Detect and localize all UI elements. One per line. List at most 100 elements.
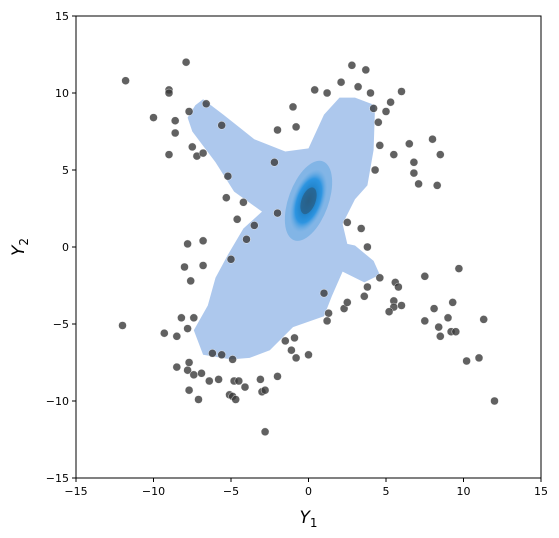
scatter-point [363, 242, 372, 252]
scatter-point [231, 395, 240, 404]
y-tick-label: −10 [46, 395, 69, 408]
scatter-point [394, 282, 403, 292]
scatter-point [319, 289, 329, 298]
scatter-point [160, 329, 169, 338]
scatter-point [443, 313, 453, 322]
x-tick-label: −10 [142, 485, 165, 498]
scatter-point [389, 150, 398, 159]
scatter-point [304, 350, 313, 359]
scatter-point [188, 142, 197, 152]
scatter-point [184, 386, 194, 395]
y-axis-title-main: Y [9, 244, 29, 256]
scatter-point [197, 369, 206, 378]
scatter-point [361, 65, 370, 75]
scatter-point [434, 322, 443, 332]
scatter-point [183, 324, 192, 333]
scatter-point [324, 309, 333, 318]
scatter-point [287, 346, 296, 355]
scatter-point [360, 292, 369, 301]
scatter-point [232, 215, 242, 224]
y-axis: −15 −10 −5 0 5 10 15 [46, 10, 76, 485]
scatter-point [490, 396, 499, 406]
x-axis-title-main: Y [299, 508, 311, 528]
scatter-point [291, 353, 301, 363]
x-axis-title: Y1 [299, 508, 317, 530]
scatter-point [183, 239, 192, 249]
scatter-point [121, 76, 130, 85]
scatter-point [273, 208, 282, 218]
scatter-point [386, 97, 395, 107]
scatter-point [428, 134, 437, 144]
scatter-point [448, 298, 457, 307]
scatter-point [336, 77, 346, 87]
scatter-point [256, 375, 265, 384]
scatter-point [353, 82, 363, 92]
x-tick-label: −15 [64, 485, 87, 498]
scatter-point [149, 113, 158, 122]
scatter-point [281, 336, 290, 346]
scatter-point [397, 87, 406, 96]
scatter-point [381, 107, 391, 116]
scatter-point [214, 375, 223, 384]
scatter-point [189, 313, 199, 322]
scatter-point [343, 298, 352, 307]
scatter-point [164, 88, 174, 98]
scatter-point [347, 61, 357, 70]
scatter-point [374, 118, 383, 127]
scatter-point [363, 282, 372, 292]
scatter-point [181, 58, 191, 67]
x-axis-title-subscript: 1 [310, 516, 318, 530]
scatter-point [414, 179, 423, 189]
scatter-point [260, 427, 270, 436]
scatter-point [357, 224, 366, 233]
density-peak [300, 187, 317, 215]
scatter-point [290, 333, 299, 343]
scatter-point [429, 304, 439, 313]
scatter-point [397, 301, 406, 310]
scatter-point [223, 171, 233, 181]
y-tick-label: −15 [46, 472, 69, 485]
scatter-point [239, 198, 248, 207]
scatter-point [205, 376, 214, 386]
scatter-points [118, 58, 499, 436]
scatter-point [164, 150, 174, 159]
scatter-point [273, 125, 282, 135]
scatter-point [409, 158, 419, 167]
scatter-point [234, 376, 244, 386]
scatter-point [170, 128, 180, 138]
scatter-point [405, 139, 414, 149]
x-tick-label: 10 [457, 485, 471, 498]
scatter-point [228, 355, 237, 364]
scatter-point [433, 181, 442, 190]
scatter-point [180, 262, 189, 272]
scatter-point [322, 316, 332, 326]
scatter-point [451, 327, 460, 336]
y-axis-title: Y2 [9, 238, 31, 256]
x-tick-label: 5 [383, 485, 390, 498]
scatter-point [409, 168, 419, 178]
scatter-point [260, 386, 270, 395]
scatter-point [291, 122, 301, 132]
scatter-point [217, 121, 226, 130]
scatter-point [420, 316, 429, 326]
scatter-point [250, 221, 259, 230]
scatter-point [242, 235, 251, 244]
scatter-point [384, 307, 394, 316]
scatter-point [170, 116, 180, 125]
scatter-point [194, 395, 203, 404]
scatter-point [322, 88, 332, 98]
scatter-point [183, 366, 192, 375]
scatter-point [198, 261, 208, 270]
scatter-point [118, 321, 127, 330]
x-tick-label: −5 [223, 485, 239, 498]
scatter-point [240, 382, 250, 392]
scatter-point [436, 332, 445, 341]
scatter-point [198, 236, 208, 246]
density-outer-region [187, 97, 380, 360]
y-tick-label: 10 [55, 87, 69, 100]
y-tick-label: 5 [62, 164, 69, 177]
y-axis-title-subscript: 2 [17, 238, 31, 246]
x-tick-label: 0 [305, 485, 312, 498]
scatter-point [270, 158, 279, 167]
